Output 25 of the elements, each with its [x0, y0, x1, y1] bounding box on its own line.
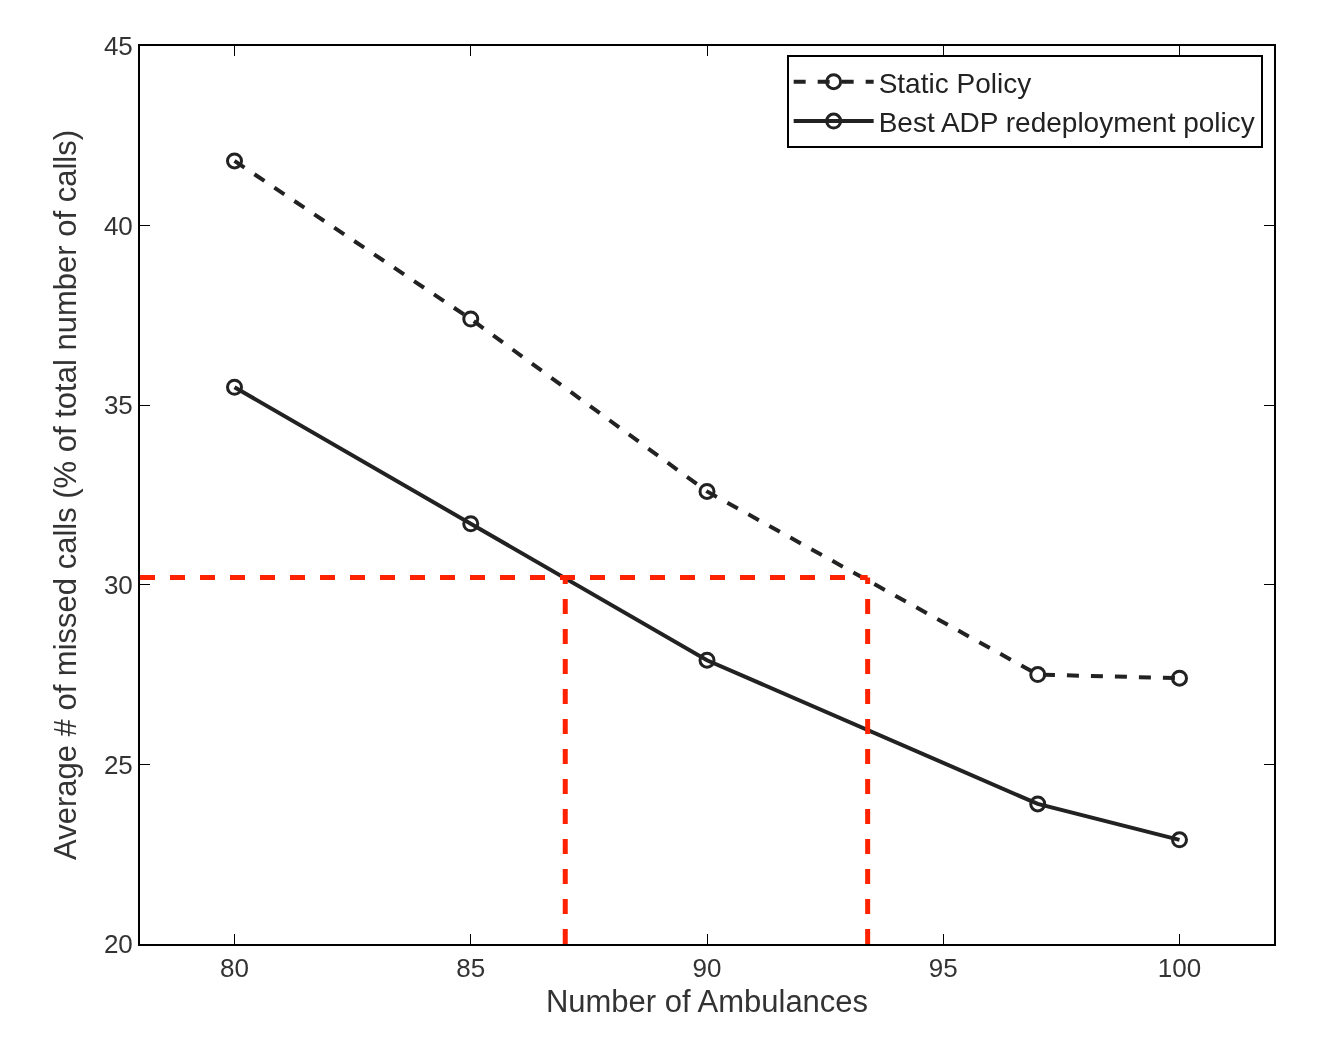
y-tick-label: 35	[103, 390, 133, 421]
point	[1029, 666, 1047, 684]
x-tick-label: 90	[692, 953, 722, 984]
y-tick-label: 40	[103, 210, 133, 241]
y-tick-label: 45	[103, 31, 133, 62]
legend-label: Static Policy	[878, 67, 1032, 99]
x-tick-label: 80	[220, 953, 249, 984]
point	[462, 310, 480, 328]
point	[462, 515, 480, 533]
point	[698, 482, 716, 500]
point	[226, 152, 243, 170]
x-tick-label: 95	[928, 953, 958, 984]
x-axis-title: Number of Ambulances	[545, 983, 869, 1019]
y-tick-label: 30	[103, 569, 133, 600]
point	[698, 651, 716, 669]
y-tick-label: 20	[103, 929, 133, 960]
point	[1171, 831, 1188, 849]
y-axis-title: Average # of missed calls (% of total number of calls)	[48, 130, 84, 860]
x-tick-label: 85	[456, 953, 486, 984]
point	[1029, 795, 1047, 813]
y-tick-label: 25	[103, 749, 133, 780]
point	[226, 378, 243, 396]
legend-label: Best ADP redeployment policy	[878, 107, 1255, 138]
point	[1171, 669, 1188, 687]
x-tick-label: 100	[1157, 953, 1202, 984]
